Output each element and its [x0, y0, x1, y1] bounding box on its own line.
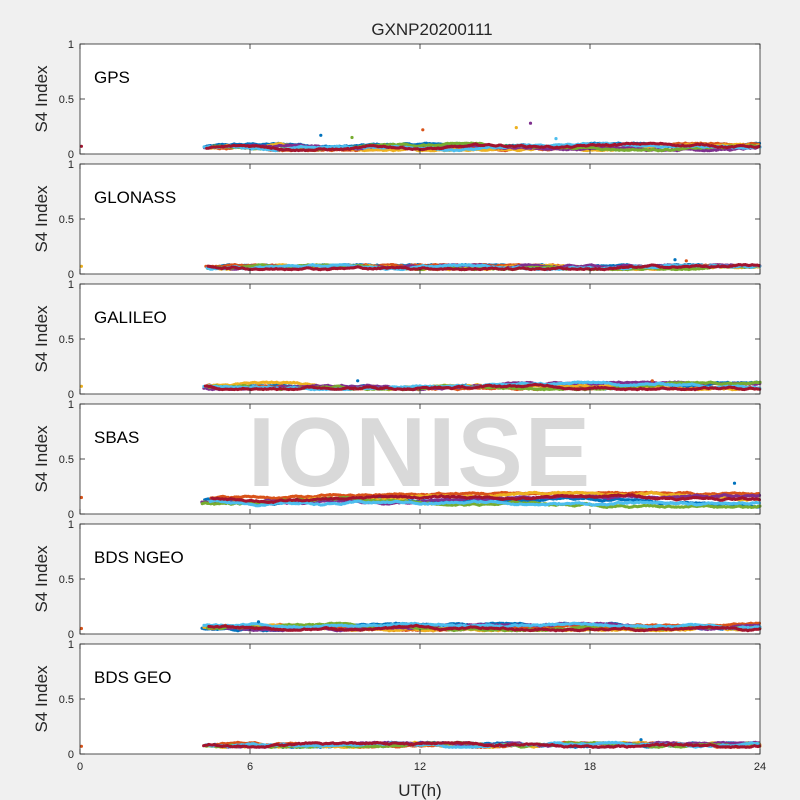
- plot-area: [80, 284, 760, 394]
- data-point: [421, 128, 425, 132]
- data-points: [79, 121, 762, 153]
- data-point: [514, 126, 518, 130]
- data-point: [684, 259, 688, 263]
- data-point: [673, 258, 677, 262]
- data-point: [319, 133, 323, 137]
- plot-area: [80, 44, 760, 154]
- data-point: [350, 135, 354, 140]
- y-tick-label: 0.5: [59, 214, 74, 226]
- panel-label: GLONASS: [94, 188, 176, 207]
- y-axis-label: S4 Index: [32, 65, 51, 133]
- chart-title: GXNP20200111: [371, 20, 492, 39]
- panel-label: GPS: [94, 68, 130, 87]
- data-point: [554, 137, 558, 141]
- y-tick-label: 0.5: [59, 94, 74, 106]
- plot-area: [80, 164, 760, 274]
- data-point: [528, 121, 533, 125]
- y-tick-label: 1: [68, 39, 74, 51]
- y-axis-label: S4 Index: [32, 185, 51, 253]
- y-tick-label: 1: [68, 159, 74, 171]
